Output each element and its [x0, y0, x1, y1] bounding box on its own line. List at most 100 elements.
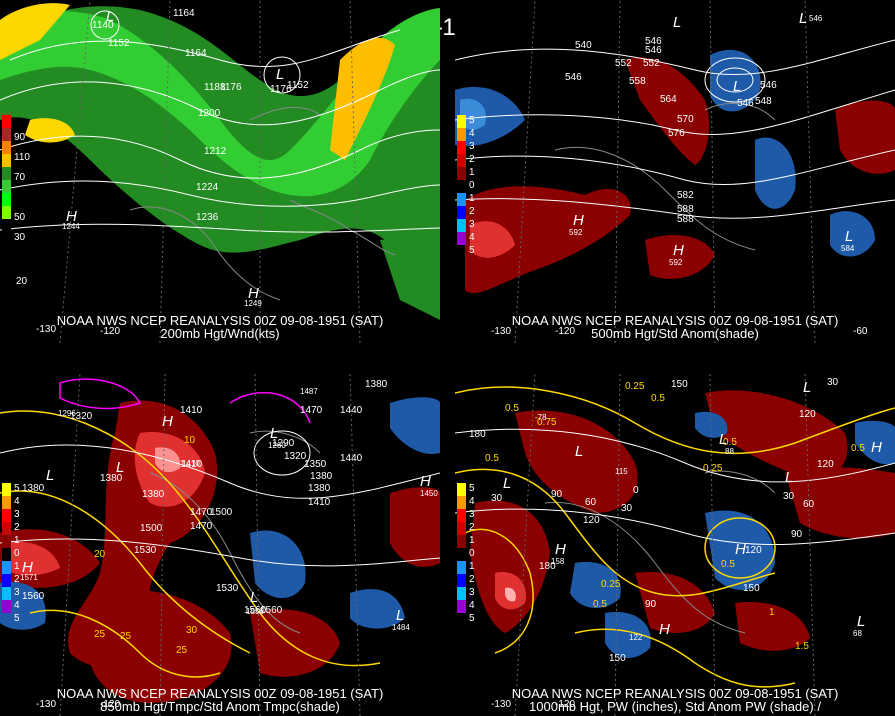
legend-swatch — [2, 522, 11, 535]
high-center: H — [248, 285, 259, 302]
low-center: L — [503, 475, 512, 492]
lon-label: -130 — [36, 699, 57, 710]
legend-swatch — [457, 167, 466, 180]
contour-label: 546 — [737, 98, 754, 109]
contour-label: 1470 — [190, 507, 213, 518]
anomaly-negative — [830, 211, 875, 257]
contour-label: 180 — [469, 429, 486, 440]
legend-label: 4 — [469, 128, 475, 139]
contour-label: 1 — [769, 607, 775, 618]
anomaly-negative — [855, 420, 895, 465]
anomaly-positive — [735, 602, 810, 651]
lon-label: -120 — [555, 699, 576, 710]
high-center: H — [573, 212, 584, 229]
panel-1000mb: 5 4 3 2 1 0 1 2 3 4 5 150 0.25 0.5 30 12… — [455, 373, 895, 716]
low-center: L — [575, 443, 584, 460]
center-value: 592 — [669, 258, 683, 267]
map-1000mb — [455, 373, 895, 716]
low-center: L — [46, 467, 55, 484]
height-contour — [455, 428, 895, 483]
center-value: 68 — [853, 629, 862, 638]
coastline — [554, 102, 776, 251]
legend-swatch — [2, 193, 11, 206]
center-value: 1558 — [246, 607, 264, 616]
contour-label: 0.5 — [851, 443, 865, 454]
contour-label: 1470 — [300, 405, 323, 416]
contour-label: 30 — [621, 503, 633, 514]
legend-swatch — [2, 141, 11, 154]
low-contour — [716, 67, 754, 93]
legend-label: 2 — [14, 522, 20, 533]
panel-caption-line1: NOAA NWS NCEP REANALYSIS 00Z 09-08-1951 … — [56, 313, 384, 328]
anomaly-negative — [460, 98, 486, 130]
low-center: L — [799, 10, 808, 27]
contour-label: 1380 — [142, 489, 165, 500]
center-value: 1260 — [268, 441, 286, 450]
contour-label: 0.5 — [723, 437, 737, 448]
contour-label: 558 — [629, 76, 646, 87]
legend-label: 5 — [469, 115, 475, 126]
legend-label: 4 — [14, 600, 20, 611]
contour-label: 120 — [583, 515, 600, 526]
panel-caption-line2: 200mb Hgt/Wnd(kts) — [160, 326, 280, 341]
legend-swatch — [457, 496, 466, 509]
contour-label: 546 — [645, 36, 662, 47]
contour-label: 1380 — [22, 483, 45, 494]
center-value: 122 — [629, 633, 643, 642]
legend-label: 0 — [469, 180, 475, 191]
center-value: 115 — [615, 467, 628, 476]
contour-label: 120 — [745, 545, 762, 556]
center-value: 1410 — [182, 459, 200, 468]
contour-label: 0.5 — [651, 393, 665, 404]
contour-label: 1410 — [180, 405, 203, 416]
jet-band-inner — [0, 8, 440, 197]
legend-swatch — [2, 206, 11, 219]
contour-label: 552 — [643, 58, 660, 69]
pw-contour — [455, 468, 776, 597]
contour-label: 1380 — [100, 473, 123, 484]
legend-swatch — [457, 154, 466, 167]
coastline — [149, 430, 321, 634]
anomaly-negative — [350, 589, 405, 629]
legend-label: 2 — [14, 574, 20, 585]
panel-caption-line1: NOAA NWS NCEP REANALYSIS 00Z 09-08-1951 … — [56, 686, 384, 701]
contour-label: 582 — [677, 190, 694, 201]
low-center: L — [396, 607, 405, 624]
map-500mb — [455, 0, 895, 343]
legend-swatch — [2, 509, 11, 522]
height-contour — [455, 198, 895, 219]
legend-swatch — [2, 232, 11, 245]
height-contour — [0, 69, 440, 126]
low-contour — [704, 57, 766, 103]
temp-contour-negative — [59, 378, 311, 424]
contour-label: 1410 — [308, 497, 331, 508]
contour-label: 1440 — [340, 405, 363, 416]
center-value: 546 — [809, 14, 823, 23]
legend-label: 3 — [469, 141, 475, 152]
contour-label: 1350 — [304, 459, 327, 470]
legend-label: 3 — [14, 587, 20, 598]
low-center: L — [673, 14, 682, 31]
contour-label: 1440 — [340, 453, 363, 464]
wind-legend — [2, 115, 11, 245]
legend-label: 1 — [469, 561, 475, 572]
low-center: L — [845, 228, 854, 245]
legend-label: 3 — [469, 587, 475, 598]
anomaly-negative — [0, 582, 46, 630]
anomaly-positive — [515, 410, 638, 513]
contour-label: 1152 — [108, 38, 130, 49]
legend-label: 4 — [469, 232, 475, 243]
height-contour — [0, 129, 440, 179]
contour-label: 1560 — [22, 591, 45, 602]
legend-swatch — [457, 522, 466, 535]
contour-label: 1560 — [244, 605, 267, 616]
contour-label: 1560 — [260, 605, 283, 616]
high-center: H — [659, 621, 670, 638]
center-value: -78 — [535, 413, 547, 422]
low-contour — [263, 56, 301, 94]
contour-label: 546 — [645, 45, 662, 56]
legend-swatch — [457, 206, 466, 219]
contour-label: 25 — [176, 645, 188, 656]
center-value: 88 — [725, 447, 734, 456]
contour-label: 90 — [645, 599, 657, 610]
